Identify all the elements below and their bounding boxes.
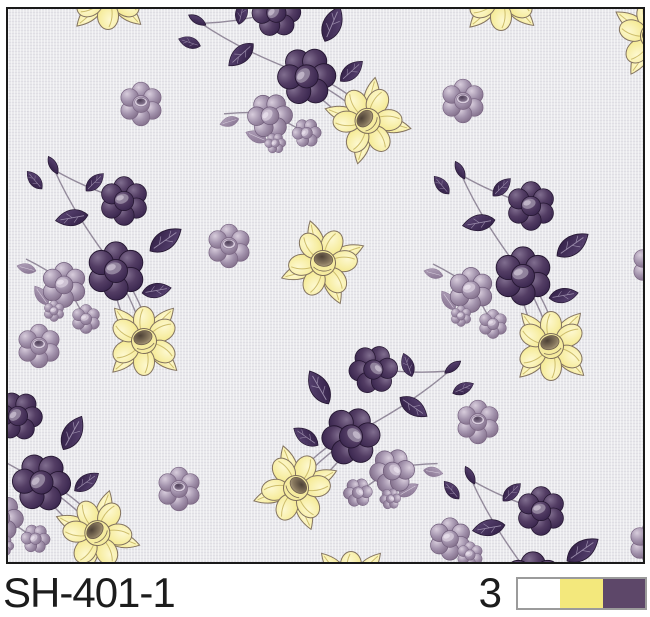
rosette-motif — [158, 466, 200, 512]
rosette-motif — [630, 520, 643, 562]
product-code: SH-401-1 — [3, 569, 176, 616]
rosette-motif — [442, 78, 484, 124]
rosette-motif — [208, 223, 250, 269]
color-swatch-purple — [602, 579, 645, 608]
rosette-motif — [120, 81, 162, 127]
daffodil-motif — [608, 9, 643, 81]
rosette-motif — [457, 399, 499, 445]
daffodil-motif — [315, 548, 389, 562]
floral-spray-motif — [8, 347, 151, 562]
daffodil-motif — [72, 9, 146, 31]
floral-pattern-svg — [8, 9, 643, 562]
daffodil-motif — [275, 213, 374, 312]
fabric-pattern-image — [6, 7, 645, 564]
rosette-motif — [633, 242, 643, 288]
rosette-motif — [18, 323, 60, 369]
color-swatch-white — [518, 579, 561, 608]
daffodil-motif — [465, 9, 539, 32]
floral-spray-motif — [160, 9, 423, 220]
colorway-number: 3 — [478, 569, 502, 616]
color-strip — [516, 577, 647, 610]
color-swatch-yellow — [560, 579, 603, 608]
floral-spray-motif — [423, 160, 594, 383]
